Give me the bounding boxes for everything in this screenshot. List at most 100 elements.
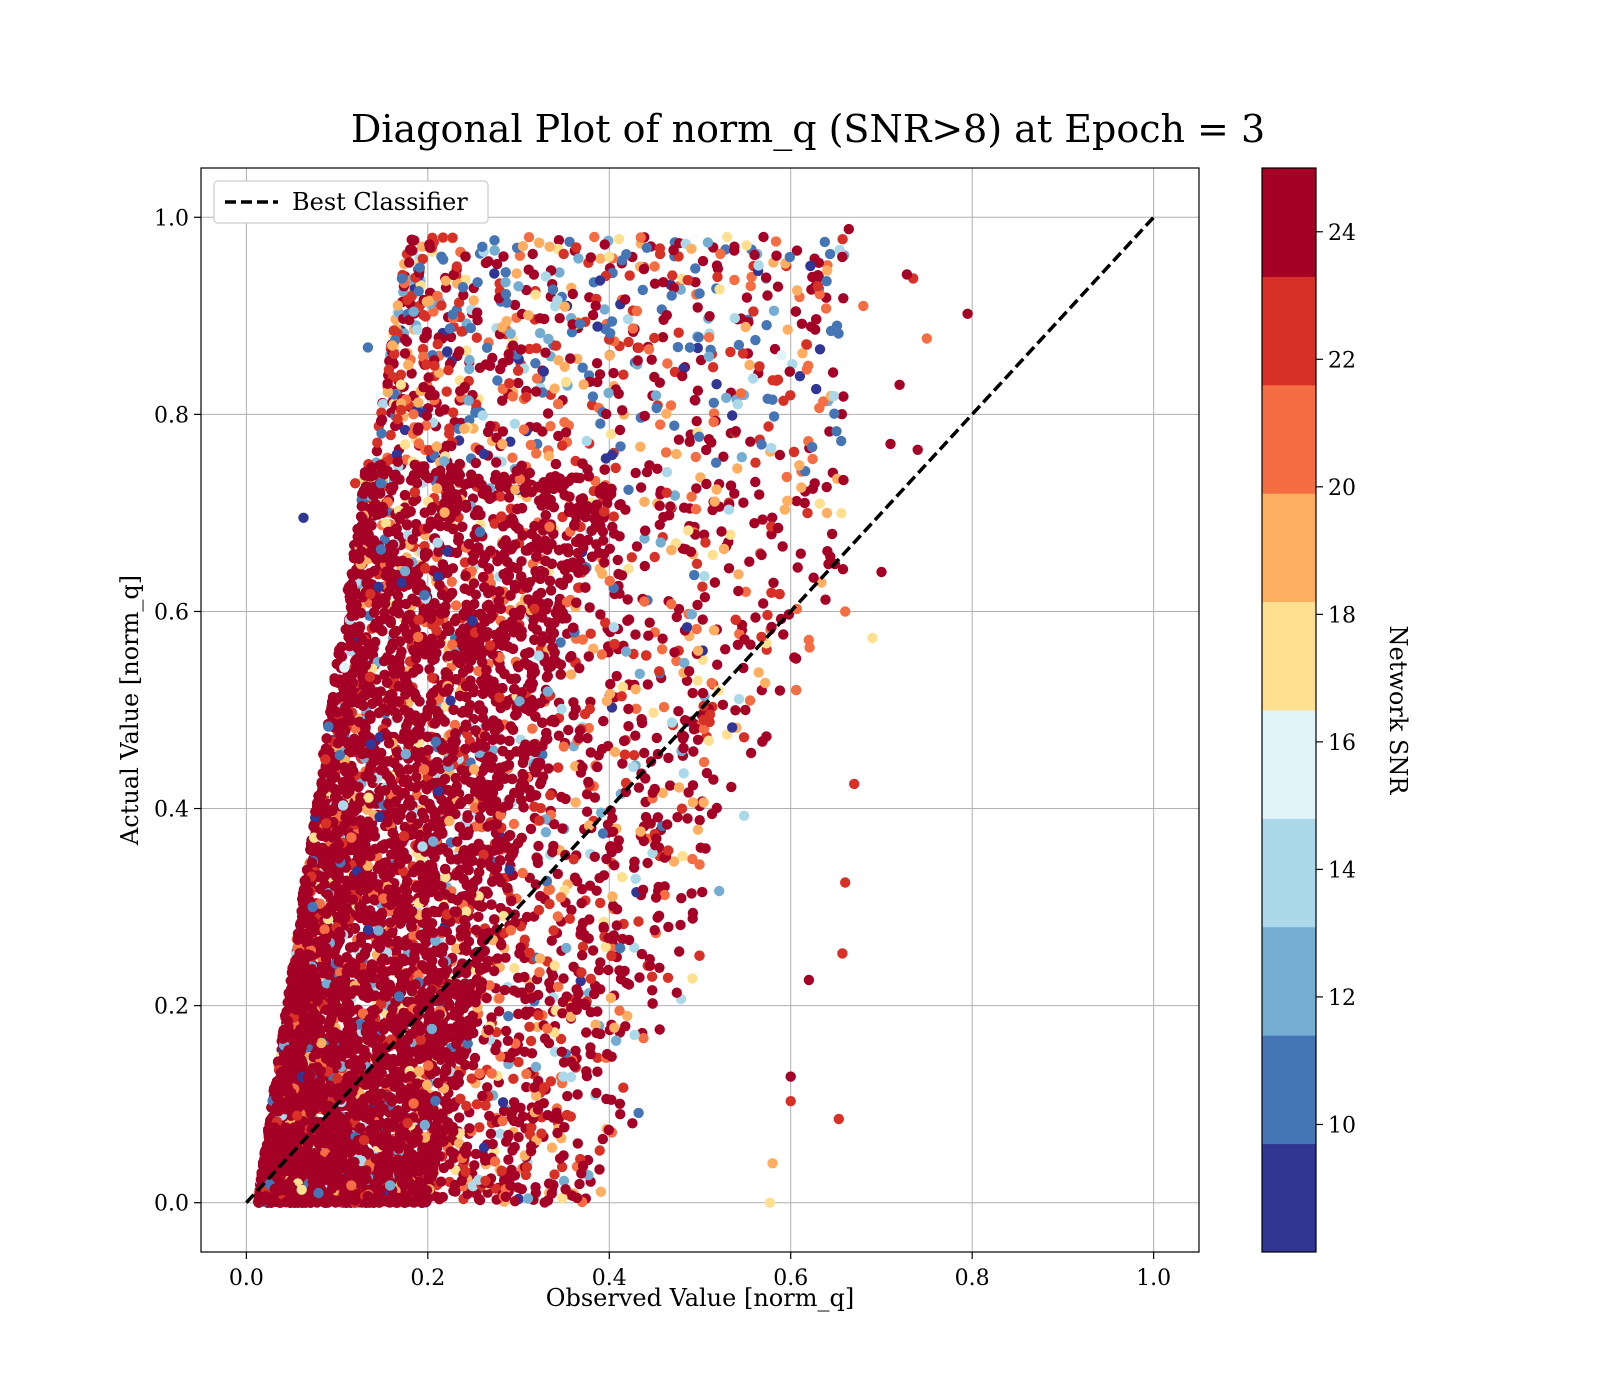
data-point	[579, 708, 591, 720]
data-point	[553, 730, 565, 741]
data-point	[801, 339, 813, 350]
data-point	[628, 750, 640, 761]
data-point	[486, 1012, 497, 1023]
data-point	[577, 634, 588, 645]
scatter-points	[252, 223, 973, 1208]
data-point	[532, 1104, 544, 1115]
data-point	[686, 888, 697, 899]
data-point	[558, 973, 569, 984]
data-point	[611, 670, 622, 682]
data-point	[603, 1124, 614, 1136]
data-point	[504, 864, 515, 875]
data-point	[674, 946, 685, 957]
data-point	[697, 614, 708, 625]
data-point	[694, 950, 705, 961]
data-point	[482, 426, 494, 438]
data-point	[592, 376, 603, 388]
data-point	[827, 367, 839, 378]
data-point	[523, 232, 535, 243]
data-point	[382, 386, 393, 398]
data-point	[581, 789, 593, 800]
data-point	[500, 952, 511, 963]
data-point	[500, 267, 511, 278]
data-point	[654, 1024, 665, 1035]
data-point	[497, 395, 508, 406]
data-point	[594, 1164, 605, 1175]
data-point	[587, 309, 599, 321]
data-point	[831, 320, 843, 331]
data-point	[616, 570, 628, 581]
data-point	[733, 339, 745, 351]
data-point	[745, 280, 756, 292]
data-point	[559, 361, 570, 372]
data-point	[593, 965, 605, 976]
data-point	[486, 1068, 497, 1079]
data-point	[434, 406, 446, 417]
data-point	[429, 389, 440, 401]
data-point	[447, 639, 458, 650]
data-point	[477, 1090, 488, 1102]
chart-title: Diagonal Plot of norm_q (SNR>8) at Epoch…	[351, 107, 1265, 152]
data-point	[556, 703, 567, 715]
data-point	[689, 394, 700, 406]
data-point	[782, 495, 793, 506]
data-point	[684, 436, 695, 447]
data-point	[735, 388, 747, 399]
data-point	[509, 1170, 521, 1181]
data-point	[686, 243, 697, 254]
data-point	[634, 972, 645, 983]
data-point	[623, 703, 634, 715]
data-point	[406, 368, 417, 379]
data-point	[708, 625, 720, 636]
data-point	[392, 456, 403, 467]
data-point	[530, 1090, 542, 1102]
data-point	[509, 299, 521, 311]
data-point	[774, 588, 785, 600]
data-point	[573, 988, 584, 999]
data-point	[554, 313, 565, 324]
data-point	[472, 307, 483, 318]
data-point	[519, 934, 530, 945]
data-point	[497, 439, 508, 450]
data-point	[595, 897, 606, 909]
data-point	[635, 441, 646, 452]
data-point	[829, 408, 840, 419]
data-point	[456, 326, 467, 337]
data-point	[691, 623, 702, 635]
data-point	[560, 1184, 571, 1195]
data-point	[673, 603, 685, 615]
data-point	[606, 449, 618, 461]
data-point	[631, 703, 642, 714]
data-point	[399, 424, 411, 436]
data-point	[454, 1112, 465, 1123]
data-point	[385, 429, 396, 441]
data-point	[641, 242, 653, 253]
data-point	[594, 369, 606, 380]
data-point	[683, 525, 694, 536]
data-point	[585, 973, 596, 984]
data-point	[557, 996, 569, 1008]
data-point	[698, 797, 709, 808]
data-point	[750, 457, 761, 468]
data-point	[465, 322, 477, 334]
data-point	[413, 397, 424, 408]
data-point	[391, 947, 402, 958]
data-point	[583, 776, 594, 788]
data-point	[376, 428, 387, 439]
data-point	[656, 644, 668, 655]
data-point	[837, 234, 848, 245]
data-point	[598, 870, 610, 881]
data-point	[558, 1071, 569, 1082]
data-point	[605, 992, 617, 1004]
data-point	[814, 498, 825, 509]
data-point	[637, 884, 649, 895]
data-point	[606, 1094, 617, 1106]
data-point	[660, 447, 672, 458]
data-point	[495, 363, 506, 375]
data-point	[520, 1169, 532, 1181]
data-point	[530, 1061, 542, 1073]
data-point	[487, 1138, 498, 1150]
data-point	[524, 947, 535, 959]
data-point	[421, 330, 432, 341]
data-point	[638, 263, 650, 275]
